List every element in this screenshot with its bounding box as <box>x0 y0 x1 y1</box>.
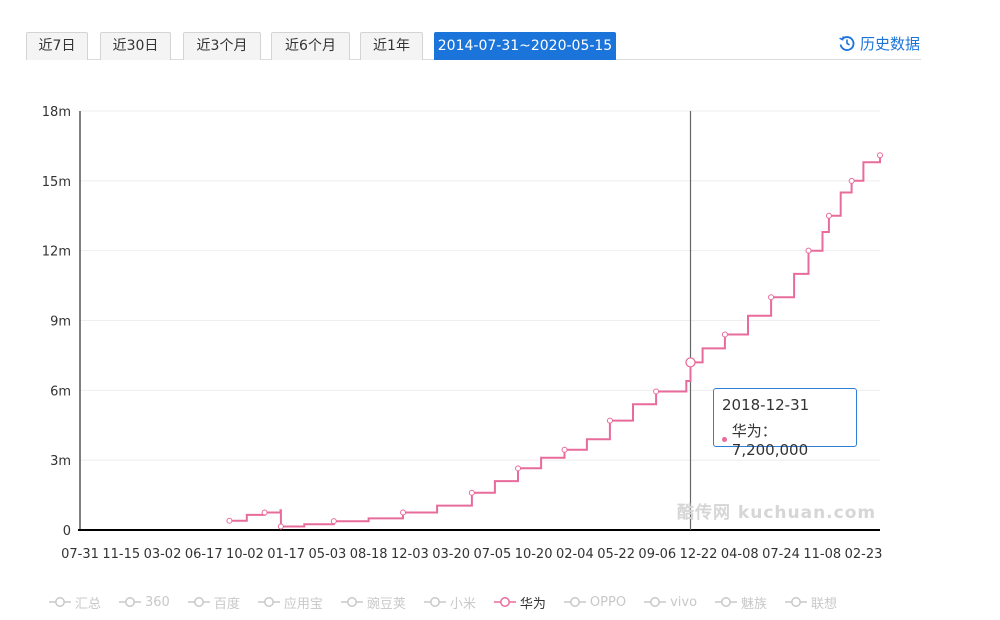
x-tick-label: 02-04 <box>556 547 594 562</box>
data-point <box>468 489 475 496</box>
data-point <box>848 177 855 184</box>
x-tick-label: 11-15 <box>102 547 140 562</box>
legend-line-marker-icon <box>493 597 516 607</box>
legend-label: OPPO <box>589 594 627 610</box>
legend-line-marker-icon <box>644 597 667 607</box>
tab-7-days[interactable]: 近7日 <box>26 32 88 60</box>
legend-line-marker-icon <box>49 597 71 607</box>
legend-label: 豌豆荚 <box>366 596 406 612</box>
legend-line-marker-icon <box>340 597 363 607</box>
y-tick-label: 3m <box>50 454 71 469</box>
legend-label: 联想 <box>811 596 838 612</box>
y-tick-label: 12m <box>42 245 71 260</box>
legend-label: 小米 <box>449 596 476 612</box>
legend-line-marker-icon <box>119 597 142 607</box>
legend-line-marker-icon <box>187 597 210 607</box>
data-point <box>226 517 233 524</box>
x-tick-label: 03-02 <box>144 547 182 562</box>
x-tick-label: 12-22 <box>680 547 718 562</box>
legend-item[interactable]: 联想 <box>784 593 837 612</box>
legend-item[interactable]: 魅族 <box>714 593 767 612</box>
tab-custom-range[interactable]: 2014-07-31~2020-05-15 <box>434 32 616 60</box>
history-clock-icon <box>838 34 856 52</box>
data-point <box>606 417 613 424</box>
data-point <box>653 388 660 395</box>
tooltip-date: 2018-12-31 <box>722 396 810 414</box>
legend-item[interactable]: 汇总 <box>48 593 101 612</box>
data-point <box>261 509 268 516</box>
tab-6-months[interactable]: 近6个月 <box>271 32 350 60</box>
x-tick-label: 11-08 <box>803 547 841 562</box>
legend-label: 百度 <box>213 596 240 612</box>
tab-3-months[interactable]: 近3个月 <box>183 32 261 60</box>
x-tick-label: 07-31 <box>61 547 99 562</box>
time-range-tabs: 近7日 近30日 近3个月 近6个月 近1年 2014-07-31~2020-0… <box>26 30 921 60</box>
legend-line-marker-icon <box>785 597 808 607</box>
legend-item[interactable]: 小米 <box>423 593 476 612</box>
x-tick-label: 05-03 <box>309 547 347 562</box>
tab-1-year[interactable]: 近1年 <box>360 32 423 60</box>
legend-item[interactable]: 百度 <box>187 593 240 612</box>
x-tick-label: 07-24 <box>762 547 800 562</box>
legend-line-marker-icon <box>257 597 280 607</box>
x-tick-label: 08-18 <box>350 547 388 562</box>
legend-line-marker-icon <box>423 597 446 607</box>
data-point <box>768 294 775 301</box>
x-tick-label: 10-20 <box>515 547 553 562</box>
tab-30-days[interactable]: 近30日 <box>100 32 171 60</box>
tooltip-value: 华为：7,200,000 <box>731 422 809 459</box>
legend-line-marker-icon <box>715 597 738 607</box>
x-tick-label: 04-08 <box>721 547 759 562</box>
legend-item[interactable]: OPPO <box>563 595 626 610</box>
history-data-label: 历史数据 <box>859 34 920 53</box>
data-point <box>515 465 522 472</box>
legend-item[interactable]: vivo <box>643 595 697 610</box>
legend-label: 华为 <box>519 596 546 612</box>
y-tick-label: 0 <box>63 524 71 539</box>
y-tick-label: 18m <box>42 105 71 120</box>
legend-label: 360 <box>145 594 170 610</box>
legend-label: 汇总 <box>75 596 102 612</box>
data-point <box>561 446 568 453</box>
watermark: 酷传网 kuchuan.com <box>677 503 877 523</box>
series-line-huawei <box>229 155 881 528</box>
chart-legend: 汇总 360 百度 应用宝 豌豆荚 小米 华为 OPPO vivo 魅族 联想 <box>48 592 854 612</box>
data-point <box>330 518 337 525</box>
legend-label: 应用宝 <box>283 596 323 612</box>
x-tick-label: 09-06 <box>638 547 676 562</box>
x-tick-label: 03-20 <box>432 547 470 562</box>
x-tick-label: 01-17 <box>267 547 305 562</box>
data-point <box>877 152 883 159</box>
y-tick-label: 9m <box>50 315 71 330</box>
line-chart: 0 3m 6m 9m 12m 15m 18m 07-31 11-15 03-02 06-17 10-0… <box>42 105 883 562</box>
series-dot-icon <box>722 437 727 442</box>
data-point <box>721 331 728 338</box>
data-point <box>400 509 407 516</box>
x-tick-label: 07-05 <box>473 547 511 562</box>
x-tick-label: 06-17 <box>185 547 223 562</box>
x-tick-label: 05-22 <box>597 547 635 562</box>
data-point <box>805 247 812 254</box>
x-tick-label: 12-03 <box>391 547 429 562</box>
legend-label: vivo <box>670 594 698 610</box>
highlighted-point <box>685 357 696 368</box>
legend-item[interactable]: 豌豆荚 <box>340 593 406 612</box>
x-tick-label: 02-23 <box>845 547 883 562</box>
y-tick-label: 15m <box>42 175 71 190</box>
legend-item[interactable]: 华为 <box>493 593 546 612</box>
y-tick-label: 6m <box>50 384 71 399</box>
tooltip-row: 华为：7,200,000 <box>722 420 848 459</box>
data-point <box>277 523 284 530</box>
chart-tooltip: 2018-12-31 华为：7,200,000 <box>713 388 857 459</box>
legend-item[interactable]: 应用宝 <box>257 593 323 612</box>
legend-line-marker-icon <box>563 597 586 607</box>
history-data-link[interactable]: 历史数据 <box>838 33 920 53</box>
x-tick-label: 10-02 <box>226 547 264 562</box>
legend-item[interactable]: 360 <box>118 595 170 610</box>
legend-label: 魅族 <box>741 596 768 612</box>
data-point <box>825 212 832 219</box>
